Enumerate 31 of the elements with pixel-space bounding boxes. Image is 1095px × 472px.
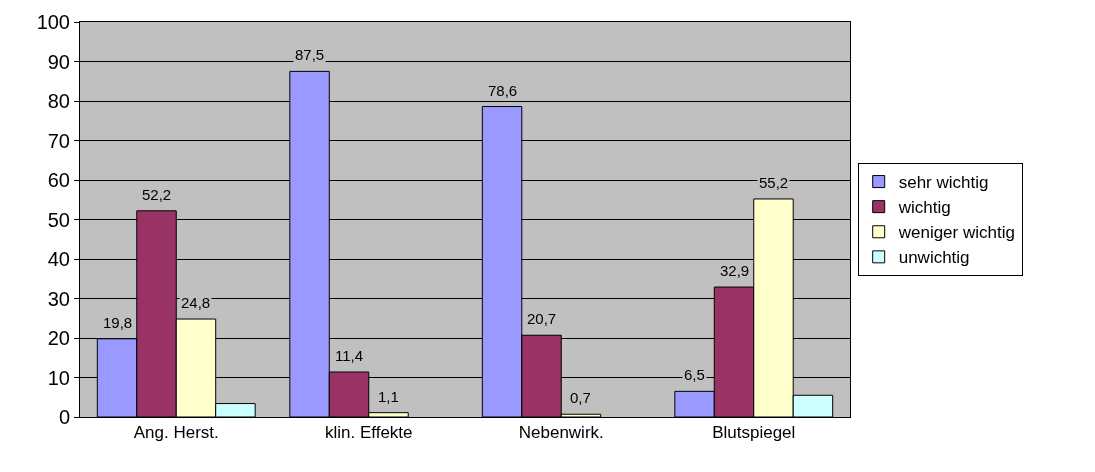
data-label: 87,5 (295, 46, 325, 63)
y-tick-label: 0 (58, 406, 70, 428)
y-tick-label: 80 (47, 90, 70, 112)
data-label: 24,8 (181, 294, 211, 311)
y-tick-label: 50 (47, 208, 70, 231)
y-tick-label: 70 (47, 129, 70, 152)
data-label: 55,2 (759, 174, 789, 191)
data-label: 20,7 (527, 310, 557, 327)
y-tick-label: 30 (47, 287, 70, 310)
x-tick-label: Nebenwirk. (518, 423, 604, 443)
data-label: 32,9 (720, 262, 750, 279)
data-label: 0,7 (570, 389, 591, 406)
legend-label: wichtig (897, 198, 951, 218)
x-tick-label: Ang. Herst. (133, 423, 219, 443)
y-tick-label: 20 (47, 327, 70, 349)
data-label: 78,6 (488, 82, 518, 99)
x-tick-label: Blutspiegel (712, 423, 796, 443)
data-label: 1,1 (378, 388, 399, 405)
data-label: 19,8 (103, 314, 133, 331)
x-tick-label: klin. Effekte (324, 423, 413, 443)
legend-label: unwichtig (898, 248, 970, 268)
y-tick-label: 100 (36, 11, 70, 33)
legend-label: sehr wichtig (898, 173, 989, 193)
y-tick-label: 40 (47, 248, 70, 270)
y-tick-label: 90 (47, 50, 70, 73)
data-label: 11,4 (335, 347, 364, 364)
legend-label: weniger wichtig (897, 223, 1015, 243)
data-label: 6,5 (684, 366, 705, 383)
y-tick-label: 10 (47, 366, 70, 389)
y-tick-label: 60 (47, 169, 70, 191)
data-label: 52,2 (142, 186, 172, 203)
